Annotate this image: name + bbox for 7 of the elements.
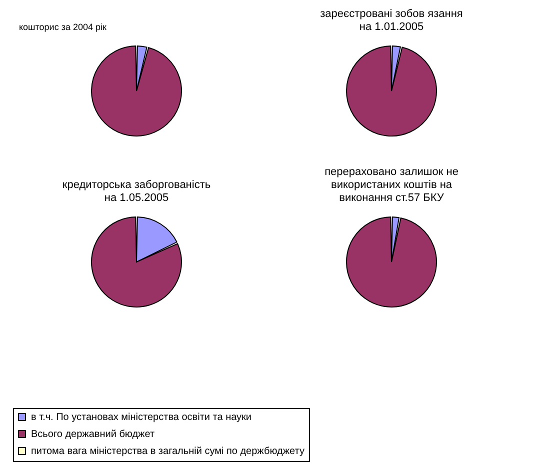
legend-label: питома вага міністерства в загальній сумі по держбюджету: [31, 446, 304, 457]
chart-title: зареєстровані зобов язання на 1.01.2005: [320, 8, 463, 33]
chart-title: перераховано залишок не використаних коштів на виконання ст.57 БКУ: [324, 166, 458, 204]
chart-title: кошторис за 2004 рік: [19, 22, 106, 32]
chart-title: кредиторська заборгованість на 1.05.2005: [62, 179, 211, 204]
legend-label: в т.ч. По установах міністерства освіти та науки: [31, 412, 252, 423]
legend-label: Всього державний бюджет: [31, 429, 155, 440]
